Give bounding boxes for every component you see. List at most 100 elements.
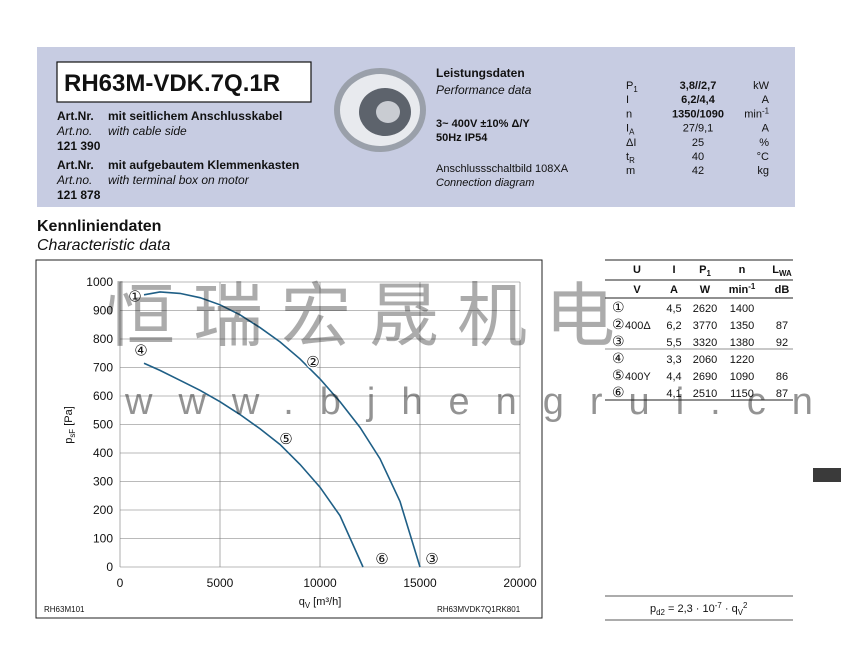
art-number: 121 390 bbox=[57, 139, 101, 153]
formula-part: 2 bbox=[743, 601, 747, 610]
curve bbox=[143, 362, 364, 568]
art-desc: mit aufgebautem Klemmenkasten bbox=[108, 158, 299, 172]
annotation: ⑥ bbox=[375, 550, 388, 568]
annotation: ⑤ bbox=[279, 430, 292, 448]
y-tick-label: 900 bbox=[93, 304, 113, 318]
table-cell: 4,1 bbox=[666, 388, 681, 400]
x-tick-label: 20000 bbox=[503, 576, 537, 590]
param-value: 40 bbox=[692, 151, 704, 163]
art-label-en: Art.no. bbox=[56, 124, 92, 138]
annotation-bg bbox=[279, 431, 293, 446]
param-symbol: P1 bbox=[626, 80, 638, 94]
annotation: ④ bbox=[134, 341, 147, 359]
param-symbol: ΔI bbox=[626, 137, 636, 149]
table-cell: 87 bbox=[776, 388, 788, 400]
table-cell: 1150 bbox=[730, 388, 754, 400]
perf-title: Leistungsdaten bbox=[436, 66, 525, 80]
table-header: U bbox=[633, 264, 641, 276]
model-box bbox=[56, 61, 312, 103]
param-unit: min-1 bbox=[744, 106, 769, 120]
y-tick-label: 800 bbox=[93, 332, 113, 346]
param-symbol-part: t bbox=[626, 151, 629, 163]
x-axis-label-part: q bbox=[299, 596, 305, 608]
section-title: Kennliniendaten bbox=[37, 218, 161, 235]
table-cell: 86 bbox=[776, 371, 788, 383]
table-unit: W bbox=[700, 284, 711, 296]
param-value: 1350/1090 bbox=[672, 108, 724, 120]
y-tick-label: 500 bbox=[93, 418, 113, 432]
table-unit: dB bbox=[775, 284, 790, 296]
table-cell: 1350 bbox=[730, 320, 754, 332]
table-header-part: P bbox=[699, 264, 706, 276]
table-cell: 3770 bbox=[693, 320, 717, 332]
table-cell: 4,5 bbox=[666, 303, 681, 315]
formula-part: -7 bbox=[715, 601, 722, 610]
x-axis-label-part: [m³/h] bbox=[310, 596, 341, 608]
param-symbol: I bbox=[626, 94, 629, 106]
perf-title-en: Performance data bbox=[436, 83, 532, 97]
y-tick-label: 100 bbox=[93, 532, 113, 546]
art-number: 121 878 bbox=[57, 188, 101, 202]
formula-part: d2 bbox=[656, 608, 665, 617]
y-tick-label: 200 bbox=[93, 503, 113, 517]
row-marker: ② bbox=[612, 317, 625, 333]
table-cell: 2060 bbox=[693, 354, 717, 366]
row-marker: ⑤ bbox=[612, 368, 625, 384]
param-unit-part: -1 bbox=[762, 106, 770, 115]
table-cell: 87 bbox=[776, 320, 788, 332]
x-tick-label: 0 bbox=[117, 576, 124, 590]
param-unit: % bbox=[759, 137, 769, 149]
table-cell: 6,2 bbox=[666, 320, 681, 332]
chart-code: RH63MVDK7Q1RK801 bbox=[437, 605, 521, 614]
param-symbol-part: I bbox=[626, 123, 629, 135]
param-value: 42 bbox=[692, 165, 704, 177]
param-value: 27/9,1 bbox=[683, 123, 714, 135]
y-tick-label: 400 bbox=[93, 446, 113, 460]
table-header-part: L bbox=[772, 264, 779, 276]
table-unit-part: -1 bbox=[748, 282, 756, 291]
x-tick-label: 10000 bbox=[303, 576, 337, 590]
param-symbol: IA bbox=[626, 123, 635, 137]
table-cell: 4,4 bbox=[666, 371, 681, 383]
annotation: ① bbox=[128, 287, 141, 305]
side-tab bbox=[813, 468, 841, 482]
table-cell: 92 bbox=[776, 337, 788, 349]
annotation: ③ bbox=[425, 550, 438, 568]
art-label: Art.Nr. bbox=[57, 109, 94, 123]
annotation-bg bbox=[134, 343, 148, 358]
param-unit: A bbox=[762, 94, 770, 106]
table-cell: 3320 bbox=[693, 337, 717, 349]
annotation: ② bbox=[306, 353, 319, 371]
annotation-bg bbox=[128, 289, 142, 304]
table-header: LWA bbox=[772, 264, 792, 278]
table-cell: 400Y bbox=[625, 371, 651, 383]
table-cell: 3,3 bbox=[666, 354, 681, 366]
row-marker: ④ bbox=[612, 351, 625, 367]
curve bbox=[143, 291, 421, 568]
param-symbol-part: A bbox=[629, 128, 635, 137]
param-symbol: n bbox=[626, 108, 632, 120]
perf-diagram: Anschlussschaltbild 108XA bbox=[436, 163, 569, 175]
y-tick-label: 600 bbox=[93, 389, 113, 403]
x-tick-label: 5000 bbox=[207, 576, 234, 590]
table-cell: 2510 bbox=[693, 388, 717, 400]
y-tick-label: 300 bbox=[93, 475, 113, 489]
table-cell: 2690 bbox=[693, 371, 717, 383]
table-unit-part: min bbox=[729, 284, 749, 296]
row-marker: ① bbox=[612, 300, 625, 316]
fan-image bbox=[334, 68, 426, 152]
perf-voltage: 3~ 400V ±10% Δ/Y bbox=[436, 118, 530, 130]
table-unit: V bbox=[633, 284, 641, 296]
param-value: 6,2/4,4 bbox=[681, 94, 716, 106]
row-marker: ③ bbox=[612, 334, 625, 350]
annotation-bg bbox=[306, 354, 320, 369]
table-cell: 2620 bbox=[693, 303, 717, 315]
param-symbol-part: 1 bbox=[633, 85, 638, 94]
param-symbol: m bbox=[626, 165, 635, 177]
chart-frame bbox=[35, 259, 543, 619]
param-unit: °C bbox=[757, 151, 769, 163]
perf-freq: 50Hz IP54 bbox=[436, 132, 488, 144]
table-cell: 1220 bbox=[730, 354, 754, 366]
y-tick-label: 0 bbox=[106, 560, 113, 574]
